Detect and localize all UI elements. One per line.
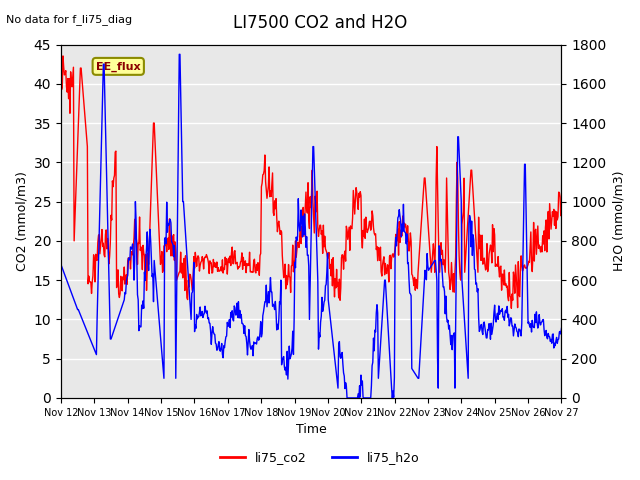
- Y-axis label: H2O (mmol/m3): H2O (mmol/m3): [612, 171, 625, 272]
- Text: EE_flux: EE_flux: [96, 61, 141, 72]
- Y-axis label: CO2 (mmol/m3): CO2 (mmol/m3): [15, 171, 28, 271]
- Text: LI7500 CO2 and H2O: LI7500 CO2 and H2O: [233, 14, 407, 33]
- Legend: li75_co2, li75_h2o: li75_co2, li75_h2o: [215, 446, 425, 469]
- Text: No data for f_li75_diag: No data for f_li75_diag: [6, 14, 132, 25]
- X-axis label: Time: Time: [296, 423, 326, 436]
